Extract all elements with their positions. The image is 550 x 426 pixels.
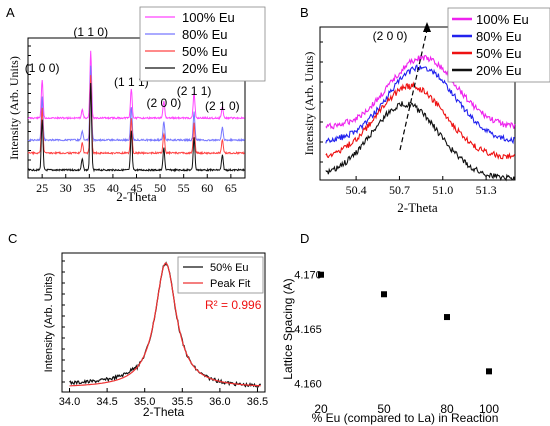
shift-arrow-b <box>399 29 428 151</box>
scatter-point-d <box>318 271 324 278</box>
legend-label-b: 80% Eu <box>476 29 522 44</box>
series-line-a <box>27 82 245 173</box>
series-line-b <box>325 54 516 130</box>
x-tick-label-a: 35 <box>83 181 95 195</box>
x-tick-label-a: 50 <box>154 181 166 195</box>
x-tick-label-a: 40 <box>107 181 119 195</box>
legend-label-b: 100% Eu <box>476 12 529 27</box>
panel-letter-b: B <box>300 5 309 20</box>
shift-arrow-head-b <box>423 22 431 32</box>
panel-b-frame <box>319 26 516 181</box>
series-line-a <box>27 50 245 121</box>
peak-label-a: (1 0 0) <box>25 61 60 75</box>
x-tick-label-b: 51.3 <box>476 183 497 197</box>
y-axis-label-d: Lattice Spacing (A) <box>281 278 295 379</box>
x-tick-label-a: 30 <box>60 181 72 195</box>
x-tick-label-c: 35.0 <box>134 396 155 408</box>
legend-a <box>139 6 266 82</box>
x-axis-label-b: 2-Theta <box>397 200 438 215</box>
x-tick-label-b: 50.7 <box>389 183 410 197</box>
legend-c <box>177 256 264 294</box>
y-tick-label-d: 4.165 <box>294 324 322 336</box>
peak-label-a: (1 1 0) <box>73 25 108 39</box>
series-line-b <box>325 64 515 145</box>
panel-letter-c: C <box>8 231 17 246</box>
series-line-b <box>325 81 516 160</box>
x-tick-label-d: 100 <box>479 402 499 416</box>
legend-label-b: 20% Eu <box>476 63 522 78</box>
series-line-a <box>27 75 245 156</box>
x-tick-label-d: 20 <box>314 402 328 416</box>
panel-letter-a: A <box>6 5 15 20</box>
y-axis-label-b: Intensity (Arb. Units) <box>302 52 316 156</box>
x-tick-label-c: 35.5 <box>172 396 193 408</box>
x-axis-label-a: 2-Theta <box>116 189 157 204</box>
legend-label-a: 50% Eu <box>182 44 228 59</box>
scatter-point-d <box>381 291 387 298</box>
series-line-a <box>27 65 245 143</box>
x-axis-label-d: % Eu (compared to La) in Reaction <box>312 411 499 425</box>
series-line-c-fit <box>69 262 261 387</box>
panel-c-frame <box>61 252 266 393</box>
x-tick-label-c: 34.5 <box>96 396 117 408</box>
legend-label-a: 80% Eu <box>182 27 228 42</box>
x-tick-label-d: 50 <box>377 402 391 416</box>
panel-letter-d: D <box>300 231 309 246</box>
y-tick-label-d: 4.170 <box>294 270 322 282</box>
y-axis-label-c: Intensity (Arb. Units) <box>43 273 55 373</box>
peak-label-a: (2 1 0) <box>205 99 240 113</box>
x-tick-label-a: 60 <box>201 181 213 195</box>
legend-label-a: 20% Eu <box>182 61 228 76</box>
x-tick-label-a: 25 <box>36 181 48 195</box>
legend-label-a: 100% Eu <box>182 10 235 25</box>
x-tick-label-a: 65 <box>225 181 237 195</box>
x-tick-label-a: 55 <box>178 181 190 195</box>
x-tick-label-d: 80 <box>440 402 454 416</box>
x-tick-label-c: 34.0 <box>59 396 80 408</box>
y-axis-label-a: Intensity (Arb. Units) <box>7 56 21 160</box>
x-tick-label-b: 51.0 <box>432 183 453 197</box>
x-tick-label-a: 45 <box>131 181 143 195</box>
annotation-b: (2 0 0) <box>373 29 408 43</box>
x-tick-label-c: 36.0 <box>209 396 230 408</box>
series-line-b <box>325 101 516 182</box>
x-tick-label-b: 50.4 <box>346 183 367 197</box>
legend-label-c: Peak Fit <box>210 278 250 290</box>
x-axis-label-c: 2-Theta <box>143 405 185 419</box>
legend-label-c: 50% Eu <box>210 262 249 274</box>
annotation-c: R² = 0.996 <box>205 298 262 312</box>
peak-label-a: (2 0 0) <box>147 96 182 110</box>
peak-label-a: (2 1 1) <box>177 84 212 98</box>
x-tick-label-c: 36.5 <box>247 396 268 408</box>
y-tick-label-d: 4.160 <box>294 378 322 390</box>
scatter-point-d <box>444 314 450 321</box>
scatter-point-d <box>486 368 492 375</box>
legend-label-b: 50% Eu <box>476 46 522 61</box>
